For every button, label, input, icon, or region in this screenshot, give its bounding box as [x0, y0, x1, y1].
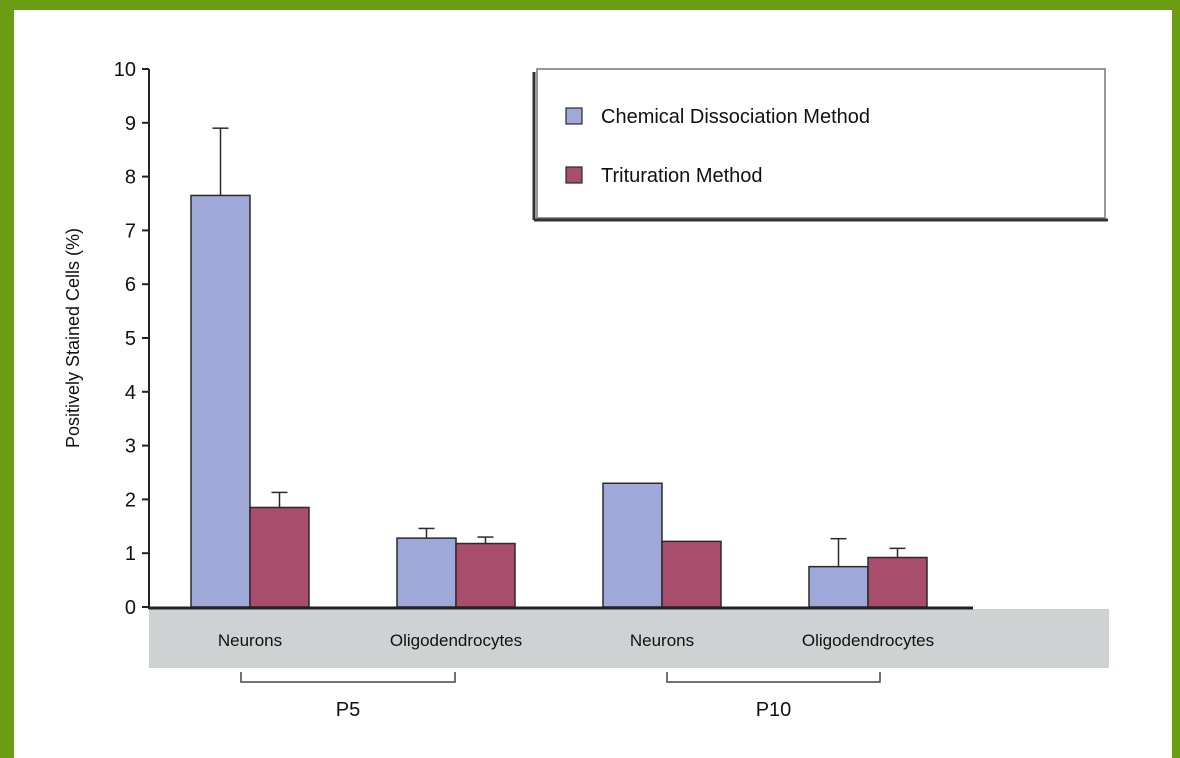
legend: Chemical Dissociation Method Trituration …: [532, 68, 1108, 222]
group-bracket: [240, 672, 456, 683]
bar: [867, 556, 928, 608]
group-bracket: [666, 672, 881, 683]
y-tick-label: 7: [125, 220, 136, 242]
legend-label: Chemical Dissociation Method: [601, 106, 870, 128]
category-label: Neurons: [630, 631, 694, 650]
bar: [661, 540, 722, 608]
plot-area: 0 1 2 3 4 5 6 7 8 9 10 Positively Stained Cells (%)…: [63, 59, 1109, 721]
y-axis-title: Positively Stained Cells (%): [63, 228, 83, 448]
bar: [190, 194, 251, 608]
y-tick-label: 6: [125, 274, 136, 296]
category-label: Oligodendrocytes: [390, 631, 522, 650]
bar: [602, 482, 663, 608]
y-tick-label: 9: [125, 113, 136, 135]
bar: [808, 565, 869, 608]
y-tick-label: 2: [125, 489, 136, 511]
bar: [396, 537, 457, 608]
y-tick-label: 10: [114, 59, 136, 81]
category-label: Oligodendrocytes: [802, 631, 934, 650]
y-tick-label: 1: [125, 543, 136, 565]
y-tick-label: 5: [125, 328, 136, 350]
legend-swatch: [565, 166, 583, 184]
legend-label: Trituration Method: [601, 165, 763, 187]
legend-box: [536, 68, 1106, 219]
y-tick-label: 0: [125, 597, 136, 619]
category-band: [149, 609, 1109, 668]
y-tick-label: 3: [125, 436, 136, 458]
group-label: P5: [336, 699, 360, 721]
y-tick-label: 4: [125, 382, 136, 404]
legend-swatch: [565, 107, 583, 125]
bar: [249, 506, 310, 608]
bar: [455, 542, 516, 608]
group-label: P10: [756, 699, 792, 721]
category-label: Neurons: [218, 631, 282, 650]
y-tick-label: 8: [125, 167, 136, 189]
